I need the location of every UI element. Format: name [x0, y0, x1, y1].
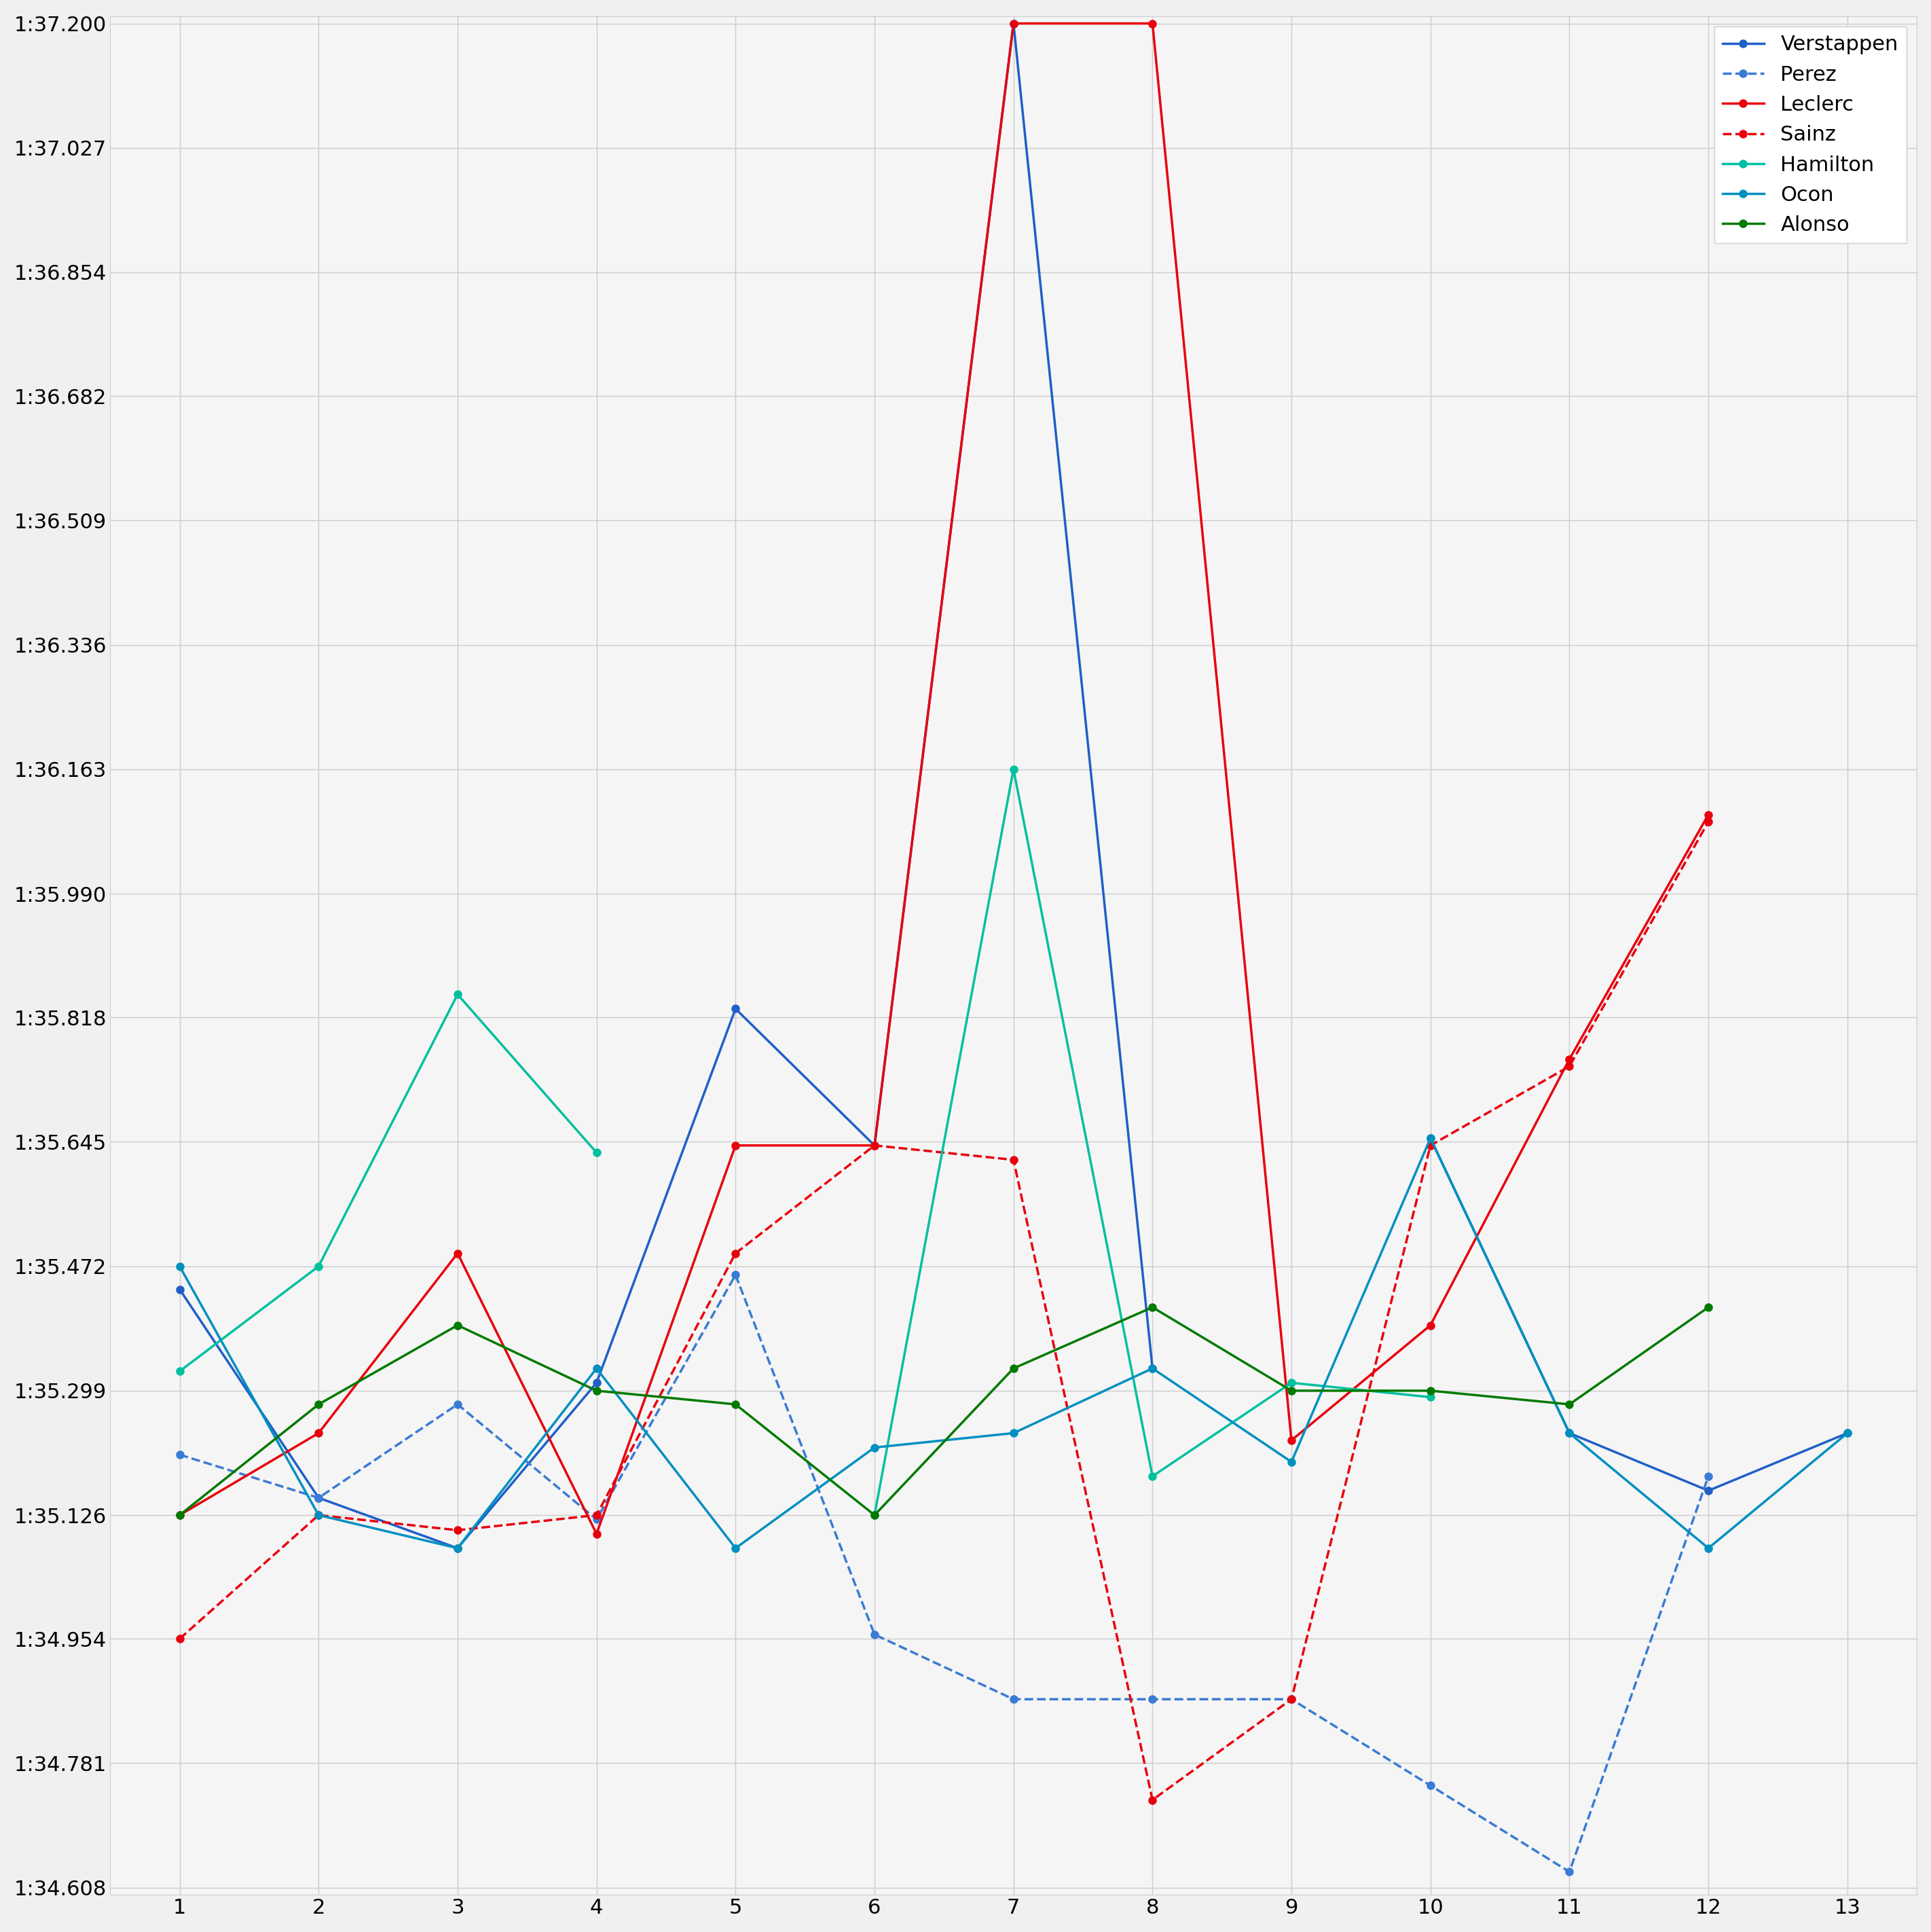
Sainz [1002, 1148, 1025, 1171]
Hamilton [585, 1142, 608, 1165]
Perez [446, 1393, 469, 1416]
Leclerc [307, 1422, 330, 1445]
Ocon [863, 1435, 886, 1459]
Ocon [724, 1536, 747, 1559]
Verstappen [863, 1134, 886, 1157]
Alonso [168, 1503, 191, 1526]
Leclerc [446, 1242, 469, 1265]
Sainz [168, 1627, 191, 1650]
Ocon [585, 1356, 608, 1379]
Perez [585, 1507, 608, 1530]
Alonso [1002, 1356, 1025, 1379]
Leclerc [168, 1503, 191, 1526]
Ocon [1558, 1422, 1581, 1445]
Line: Leclerc: Leclerc [176, 19, 1713, 1538]
Sainz [1419, 1134, 1442, 1157]
Line: Ocon: Ocon [176, 1134, 1852, 1551]
Perez [1697, 1464, 1721, 1488]
Leclerc [1002, 12, 1025, 35]
Sainz [1697, 810, 1721, 833]
Perez [1002, 1689, 1025, 1712]
Hamilton [168, 1360, 191, 1383]
Alonso [1697, 1296, 1721, 1320]
Legend: Verstappen, Perez, Leclerc, Sainz, Hamilton, Ocon, Alonso: Verstappen, Perez, Leclerc, Sainz, Hamil… [1715, 27, 1906, 243]
Ocon [1141, 1356, 1164, 1379]
Alonso [307, 1393, 330, 1416]
Hamilton [307, 1254, 330, 1277]
Verstappen [307, 1486, 330, 1509]
Verstappen [446, 1536, 469, 1559]
Perez [1558, 1861, 1581, 1884]
Leclerc [1141, 12, 1164, 35]
Hamilton [446, 983, 469, 1007]
Leclerc [1280, 1430, 1303, 1453]
Perez [1419, 1774, 1442, 1797]
Perez [307, 1486, 330, 1509]
Verstappen [1002, 12, 1025, 35]
Perez [863, 1623, 886, 1646]
Alonso [863, 1503, 886, 1526]
Sainz [724, 1242, 747, 1265]
Perez [1141, 1689, 1164, 1712]
Perez [724, 1264, 747, 1287]
Alonso [724, 1393, 747, 1416]
Leclerc [1558, 1047, 1581, 1070]
Perez [168, 1443, 191, 1466]
Ocon [1280, 1451, 1303, 1474]
Leclerc [1697, 804, 1721, 827]
Sainz [1280, 1689, 1303, 1712]
Line: Hamilton: Hamilton [176, 991, 601, 1376]
Leclerc [585, 1522, 608, 1546]
Alonso [1558, 1393, 1581, 1416]
Alonso [1141, 1296, 1164, 1320]
Perez [1280, 1689, 1303, 1712]
Leclerc [1419, 1314, 1442, 1337]
Ocon [446, 1536, 469, 1559]
Ocon [1002, 1422, 1025, 1445]
Verstappen [168, 1277, 191, 1300]
Verstappen [1141, 1356, 1164, 1379]
Sainz [446, 1519, 469, 1542]
Leclerc [863, 1134, 886, 1157]
Line: Sainz: Sainz [176, 817, 1713, 1804]
Sainz [307, 1503, 330, 1526]
Alonso [1419, 1379, 1442, 1403]
Ocon [168, 1254, 191, 1277]
Alonso [446, 1314, 469, 1337]
Sainz [863, 1134, 886, 1157]
Alonso [1280, 1379, 1303, 1403]
Verstappen [585, 1372, 608, 1395]
Sainz [585, 1503, 608, 1526]
Line: Verstappen: Verstappen [176, 19, 1157, 1551]
Sainz [1558, 1055, 1581, 1078]
Line: Perez: Perez [176, 1271, 1713, 1876]
Alonso [585, 1379, 608, 1403]
Leclerc [724, 1134, 747, 1157]
Ocon [1697, 1536, 1721, 1559]
Verstappen [724, 997, 747, 1020]
Sainz [1141, 1789, 1164, 1812]
Ocon [1836, 1422, 1860, 1445]
Line: Alonso: Alonso [176, 1304, 1713, 1519]
Ocon [307, 1503, 330, 1526]
Ocon [1419, 1126, 1442, 1150]
